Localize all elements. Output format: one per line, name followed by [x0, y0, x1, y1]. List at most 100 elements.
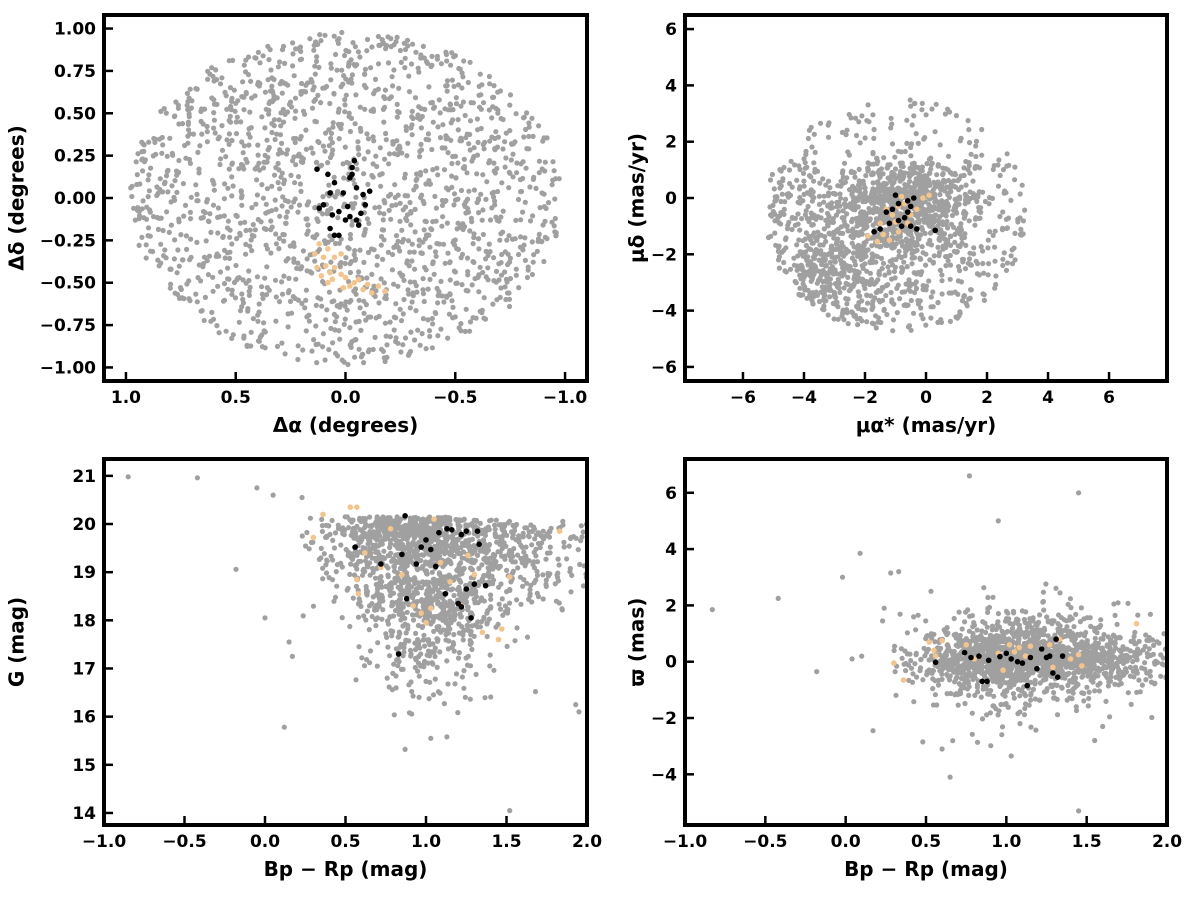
data-point — [810, 274, 816, 280]
data-point — [520, 175, 526, 182]
data-point — [287, 99, 294, 105]
data-point — [395, 340, 401, 346]
data-point — [361, 613, 367, 619]
data-point — [477, 520, 483, 527]
data-point — [846, 187, 853, 193]
data-point — [479, 217, 485, 223]
data-point — [259, 344, 265, 350]
data-point — [393, 242, 400, 248]
data-point — [407, 647, 414, 654]
data-point — [534, 590, 540, 597]
data-point — [414, 555, 421, 561]
data-point — [209, 95, 215, 101]
data-point — [425, 317, 431, 323]
data-point — [315, 138, 321, 145]
data-point — [475, 139, 481, 145]
data-point — [298, 133, 304, 140]
data-point — [860, 255, 866, 261]
data-point — [542, 218, 548, 224]
data-point — [347, 325, 353, 331]
data-point — [841, 285, 847, 291]
data-point — [353, 217, 360, 223]
data-point — [341, 321, 347, 327]
data-point — [981, 297, 988, 303]
data-point — [338, 271, 344, 278]
data-point — [513, 272, 519, 278]
data-point — [800, 238, 806, 244]
data-point — [952, 231, 958, 237]
data-point — [923, 322, 929, 328]
data-point — [254, 177, 260, 183]
data-point — [223, 154, 229, 160]
data-point — [219, 147, 226, 153]
data-point — [408, 222, 414, 228]
data-point — [529, 542, 535, 548]
data-point — [444, 58, 450, 64]
data-point — [423, 168, 429, 174]
data-point — [923, 251, 929, 257]
data-point — [789, 214, 795, 221]
data-point — [266, 287, 272, 293]
data-point — [948, 290, 955, 296]
data-point — [345, 361, 351, 368]
data-point — [523, 165, 529, 171]
data-point — [350, 595, 356, 601]
data-point — [805, 135, 812, 142]
data-point — [222, 255, 228, 261]
data-point — [384, 342, 390, 348]
data-point — [823, 182, 829, 188]
data-point — [931, 179, 937, 185]
data-point — [403, 124, 409, 130]
data-point — [156, 215, 162, 221]
data-point — [247, 243, 253, 249]
data-point — [502, 269, 508, 275]
data-point — [260, 195, 266, 201]
data-point — [318, 545, 324, 552]
data-point — [374, 663, 380, 669]
data-point — [239, 94, 245, 100]
data-point — [348, 57, 354, 63]
data-point — [155, 257, 161, 263]
data-point — [831, 235, 837, 241]
data-point — [868, 276, 875, 282]
data-point — [465, 79, 471, 86]
data-point — [411, 249, 417, 255]
data-point — [312, 96, 318, 103]
data-point — [919, 168, 925, 174]
data-point — [856, 178, 862, 184]
data-point — [293, 276, 299, 282]
data-point — [865, 102, 871, 108]
data-point — [491, 278, 497, 284]
data-point — [439, 584, 445, 590]
data-point — [491, 194, 497, 200]
data-point — [217, 214, 223, 220]
data-point — [892, 154, 898, 160]
data-point — [458, 187, 465, 194]
data-point — [193, 86, 199, 92]
data-point — [561, 544, 567, 550]
data-point — [843, 250, 849, 256]
data-point — [873, 195, 880, 201]
data-point — [372, 545, 378, 551]
data-point — [241, 143, 247, 149]
data-point — [467, 118, 474, 124]
data-point — [210, 316, 217, 322]
data-point — [184, 90, 190, 96]
y-tick-label: 0.50 — [54, 104, 96, 124]
data-point — [421, 298, 427, 305]
data-point — [214, 101, 220, 107]
data-point — [806, 233, 812, 239]
data-point — [825, 134, 832, 140]
data-point — [498, 272, 505, 278]
data-point — [890, 227, 896, 233]
data-point — [336, 136, 342, 142]
data-point — [233, 131, 240, 137]
data-point — [789, 184, 795, 190]
data-point — [406, 73, 412, 79]
data-point — [907, 223, 914, 229]
data-point — [407, 249, 413, 255]
data-point — [459, 85, 465, 91]
data-point — [943, 263, 949, 269]
data-point — [823, 298, 829, 304]
data-point — [959, 234, 965, 240]
